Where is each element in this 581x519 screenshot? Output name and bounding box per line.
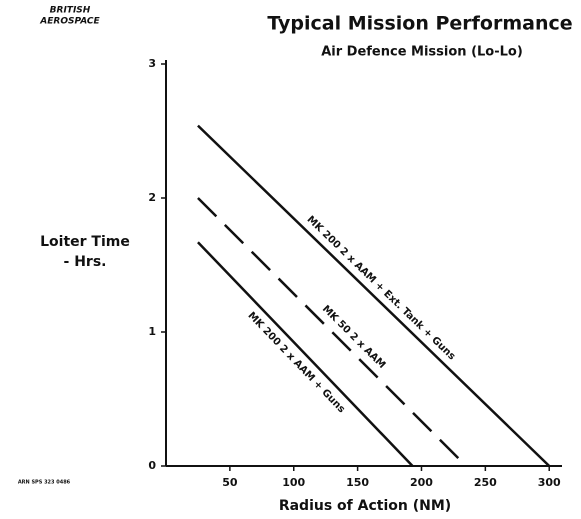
- series-line: [197, 241, 414, 467]
- y-axis-label: - Hrs.: [64, 254, 107, 270]
- logo-line: BRITISH: [50, 6, 91, 16]
- x-tick-label: 100: [282, 476, 305, 489]
- series-line: [197, 197, 468, 467]
- series-label: MK 50 2 x AAM: [320, 304, 388, 371]
- x-axis-label: Radius of Action (NM): [279, 498, 451, 514]
- y-tick-label: 1: [148, 325, 156, 338]
- series-label: MK 200 2 x AAM + Ext. Tank + Guns: [305, 214, 458, 362]
- chart-subtitle: Air Defence Mission (Lo-Lo): [321, 45, 523, 60]
- x-tick-label: 150: [346, 476, 369, 489]
- reference-code: ARN SPS 323 0486: [18, 480, 71, 486]
- logo-line: AEROSPACE: [39, 17, 100, 27]
- y-axis-label: Loiter Time: [40, 234, 130, 250]
- y-tick-label: 0: [148, 459, 156, 472]
- x-tick-label: 300: [538, 476, 561, 489]
- x-tick-label: 250: [474, 476, 497, 489]
- chart-title: Typical Mission Performance: [267, 13, 572, 35]
- x-tick-label: 200: [410, 476, 433, 489]
- series-line: [197, 124, 551, 467]
- x-tick-label: 50: [222, 476, 238, 489]
- y-tick-label: 3: [148, 57, 156, 70]
- y-tick-label: 2: [148, 191, 156, 204]
- series-label: MK 200 2 x AAM + Guns: [245, 310, 346, 415]
